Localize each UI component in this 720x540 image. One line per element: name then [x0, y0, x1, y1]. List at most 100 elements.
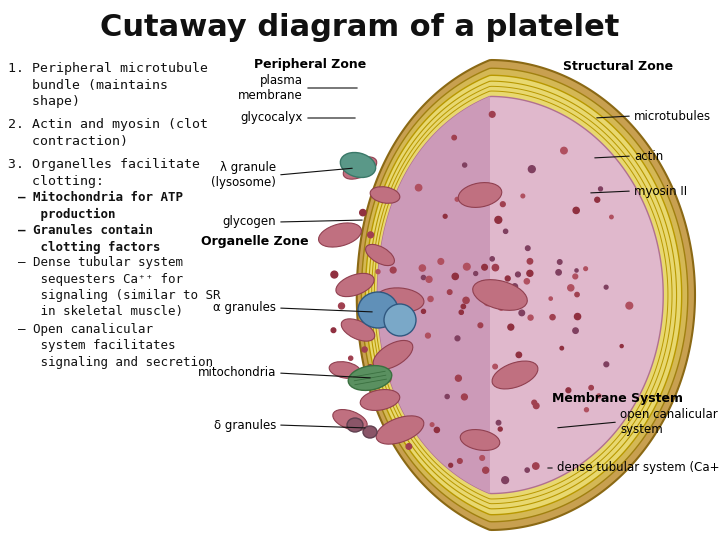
Circle shape — [463, 163, 467, 167]
Circle shape — [519, 310, 525, 316]
Circle shape — [502, 291, 508, 296]
Circle shape — [524, 279, 529, 284]
Circle shape — [445, 395, 449, 399]
Circle shape — [527, 271, 533, 276]
Circle shape — [457, 458, 462, 463]
Circle shape — [508, 291, 511, 294]
Ellipse shape — [360, 389, 400, 410]
Circle shape — [331, 328, 336, 333]
Text: – Mitochondria for ATP
   production: – Mitochondria for ATP production — [18, 191, 183, 221]
Circle shape — [463, 297, 469, 303]
Circle shape — [610, 215, 613, 219]
Ellipse shape — [333, 409, 367, 430]
Circle shape — [573, 274, 577, 279]
Text: Structural Zone: Structural Zone — [563, 60, 673, 73]
Circle shape — [557, 260, 562, 264]
Circle shape — [498, 427, 503, 431]
Text: plasma
membrane: plasma membrane — [238, 74, 303, 102]
Text: δ granules: δ granules — [214, 418, 276, 431]
Circle shape — [412, 421, 415, 424]
Text: 3. Organelles facilitate
   clotting:: 3. Organelles facilitate clotting: — [8, 158, 200, 187]
Circle shape — [534, 403, 539, 409]
Circle shape — [391, 313, 395, 317]
Polygon shape — [372, 86, 672, 504]
Ellipse shape — [341, 152, 376, 178]
Circle shape — [487, 294, 491, 298]
Circle shape — [419, 265, 426, 271]
Circle shape — [526, 246, 530, 251]
Circle shape — [573, 328, 578, 333]
Text: Peripheral Zone: Peripheral Zone — [254, 58, 366, 71]
Ellipse shape — [329, 362, 361, 379]
Circle shape — [459, 310, 464, 314]
Circle shape — [484, 298, 490, 304]
Ellipse shape — [363, 426, 377, 438]
Circle shape — [498, 305, 504, 310]
Circle shape — [491, 289, 495, 294]
Circle shape — [585, 408, 588, 411]
Text: mitochondria: mitochondria — [197, 367, 276, 380]
Circle shape — [481, 281, 486, 285]
Circle shape — [418, 301, 420, 304]
Circle shape — [390, 267, 396, 273]
Circle shape — [573, 207, 580, 213]
Circle shape — [492, 265, 498, 271]
Circle shape — [490, 112, 495, 117]
Circle shape — [503, 229, 508, 233]
Circle shape — [508, 324, 514, 330]
Circle shape — [584, 267, 588, 271]
Text: α granules: α granules — [213, 301, 276, 314]
Circle shape — [406, 444, 412, 449]
Circle shape — [549, 297, 552, 300]
Circle shape — [338, 303, 344, 309]
Circle shape — [447, 290, 452, 294]
Circle shape — [500, 202, 505, 207]
Circle shape — [455, 375, 462, 381]
Circle shape — [589, 386, 593, 390]
Circle shape — [462, 305, 466, 309]
Ellipse shape — [460, 429, 500, 450]
Circle shape — [366, 368, 372, 373]
Circle shape — [449, 463, 453, 467]
Circle shape — [516, 272, 521, 277]
Polygon shape — [356, 60, 695, 530]
Circle shape — [561, 147, 567, 154]
Circle shape — [482, 467, 489, 473]
Circle shape — [575, 313, 580, 320]
Ellipse shape — [370, 187, 400, 203]
Circle shape — [462, 394, 467, 400]
Circle shape — [521, 194, 525, 198]
Circle shape — [474, 272, 477, 275]
Circle shape — [493, 364, 498, 369]
Circle shape — [490, 256, 495, 261]
Circle shape — [380, 295, 385, 300]
Ellipse shape — [492, 361, 538, 389]
Circle shape — [480, 456, 485, 460]
Circle shape — [438, 259, 444, 264]
Circle shape — [452, 273, 459, 280]
Circle shape — [512, 284, 518, 289]
Circle shape — [362, 347, 367, 352]
Text: myosin II: myosin II — [634, 185, 687, 198]
Circle shape — [502, 477, 508, 483]
Polygon shape — [361, 68, 688, 522]
Circle shape — [527, 259, 533, 264]
Text: Cutaway diagram of a platelet: Cutaway diagram of a platelet — [100, 14, 620, 43]
Circle shape — [426, 276, 432, 282]
Circle shape — [426, 333, 431, 338]
Circle shape — [495, 217, 502, 223]
Ellipse shape — [366, 245, 395, 266]
Circle shape — [595, 197, 600, 202]
Ellipse shape — [358, 292, 398, 328]
Polygon shape — [377, 97, 663, 494]
Circle shape — [485, 299, 491, 306]
Circle shape — [455, 336, 460, 341]
Ellipse shape — [343, 157, 377, 179]
Circle shape — [598, 187, 603, 191]
Circle shape — [516, 352, 521, 357]
Circle shape — [533, 463, 539, 469]
Circle shape — [620, 345, 624, 348]
Circle shape — [528, 166, 535, 173]
Circle shape — [483, 294, 489, 300]
Circle shape — [370, 372, 375, 376]
